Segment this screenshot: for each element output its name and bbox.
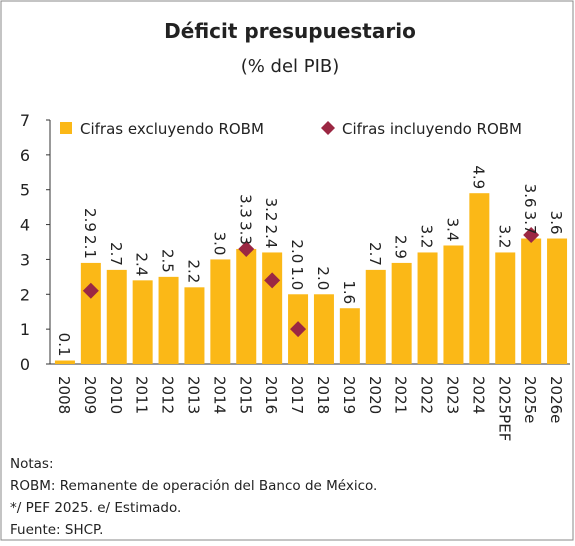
data-label: 1.6 [340,280,358,304]
data-label: 2.4 [133,252,151,276]
data-label: 3.2 [418,225,436,249]
bar [391,262,412,364]
data-label: 2.9 [392,235,410,259]
diamond-marker [82,282,99,299]
x-tick-label: 2019 [340,376,358,414]
note: Notas: [10,456,54,472]
y-tick-label: 3 [20,250,30,269]
y-tick-label: 0 [20,355,30,374]
x-tick-label: 2017 [288,376,306,414]
bar [443,245,464,364]
x-tick-label: 2010 [107,376,125,414]
x-tick-label: 2021 [392,376,410,414]
x-tick-label: 2015 [236,376,254,414]
bar [365,269,386,364]
y-tick-label: 7 [20,111,30,130]
data-label: 3.2 [495,225,513,249]
diamond-marker [523,227,540,244]
y-tick-label: 4 [20,216,30,235]
data-label: 3.6 [521,184,539,208]
x-tick-label: 2016 [262,376,280,414]
data-label: 4.9 [469,165,487,189]
note: ROBM: Remanente de operación del Banco d… [10,478,377,494]
legend-swatch [321,121,335,135]
data-label: 2.1 [81,235,99,259]
bar [54,360,75,364]
y-tick-label: 1 [20,320,30,339]
y-tick-label: 2 [20,285,30,304]
legend-swatch [60,122,72,134]
y-tick-label: 5 [20,181,30,200]
bar [417,252,438,364]
x-tick-label: 2025e [521,376,539,423]
x-tick-label: 2025PEF [495,376,513,441]
data-label: 3.0 [210,232,228,256]
data-label: 3.7 [521,211,539,235]
data-label: 2.9 [81,208,99,232]
data-label: 2.5 [159,249,177,273]
data-label: 3.3 [236,194,254,218]
x-tick-label: 2023 [443,376,461,414]
legend-label: Cifras excluyendo ROBM [80,120,264,138]
data-label: 2.4 [262,225,280,249]
x-tick-label: 2013 [184,376,202,414]
bar [469,193,490,364]
x-tick-label: 2014 [210,376,228,414]
data-label: 2.7 [107,242,125,266]
bar [521,238,542,364]
bar [210,259,231,364]
diamond-marker [290,321,307,338]
data-label: 2.0 [288,239,306,263]
x-tick-label: 2026e [547,376,565,423]
bar [313,294,334,364]
x-tick-label: 2012 [159,376,177,414]
diamond-marker [264,272,281,289]
x-tick-label: 2008 [55,376,73,414]
diamond-marker [238,240,255,257]
x-tick-label: 2024 [469,376,487,414]
data-label: 2.2 [184,259,202,283]
chart-title: Déficit presupuestario [164,19,416,43]
data-label: 1.0 [288,266,306,290]
bar [106,269,127,364]
bar [262,252,283,364]
data-label: 2.7 [366,242,384,266]
bar [158,276,179,364]
bar [80,262,101,364]
legend-label: Cifras incluyendo ROBM [342,120,522,138]
x-tick-label: 2011 [133,376,151,414]
data-label: 0.1 [55,333,73,357]
bar [547,238,568,364]
bar [184,287,205,364]
data-label: 3.4 [443,218,461,242]
data-label: 3.2 [262,198,280,222]
note: */ PEF 2025. e/ Estimado. [10,500,181,516]
note: Fuente: SHCP. [10,522,103,538]
data-label: 3.3 [236,221,254,245]
bar [236,248,257,364]
bar [132,280,153,364]
bar [339,308,360,364]
data-label: 3.6 [547,211,565,235]
y-tick-label: 6 [20,146,30,165]
x-tick-label: 2018 [314,376,332,414]
bar [495,252,516,364]
x-tick-label: 2022 [418,376,436,414]
x-tick-label: 2020 [366,376,384,414]
data-label: 2.0 [314,266,332,290]
chart-subtitle: (% del PIB) [241,56,340,77]
x-tick-label: 2009 [81,376,99,414]
